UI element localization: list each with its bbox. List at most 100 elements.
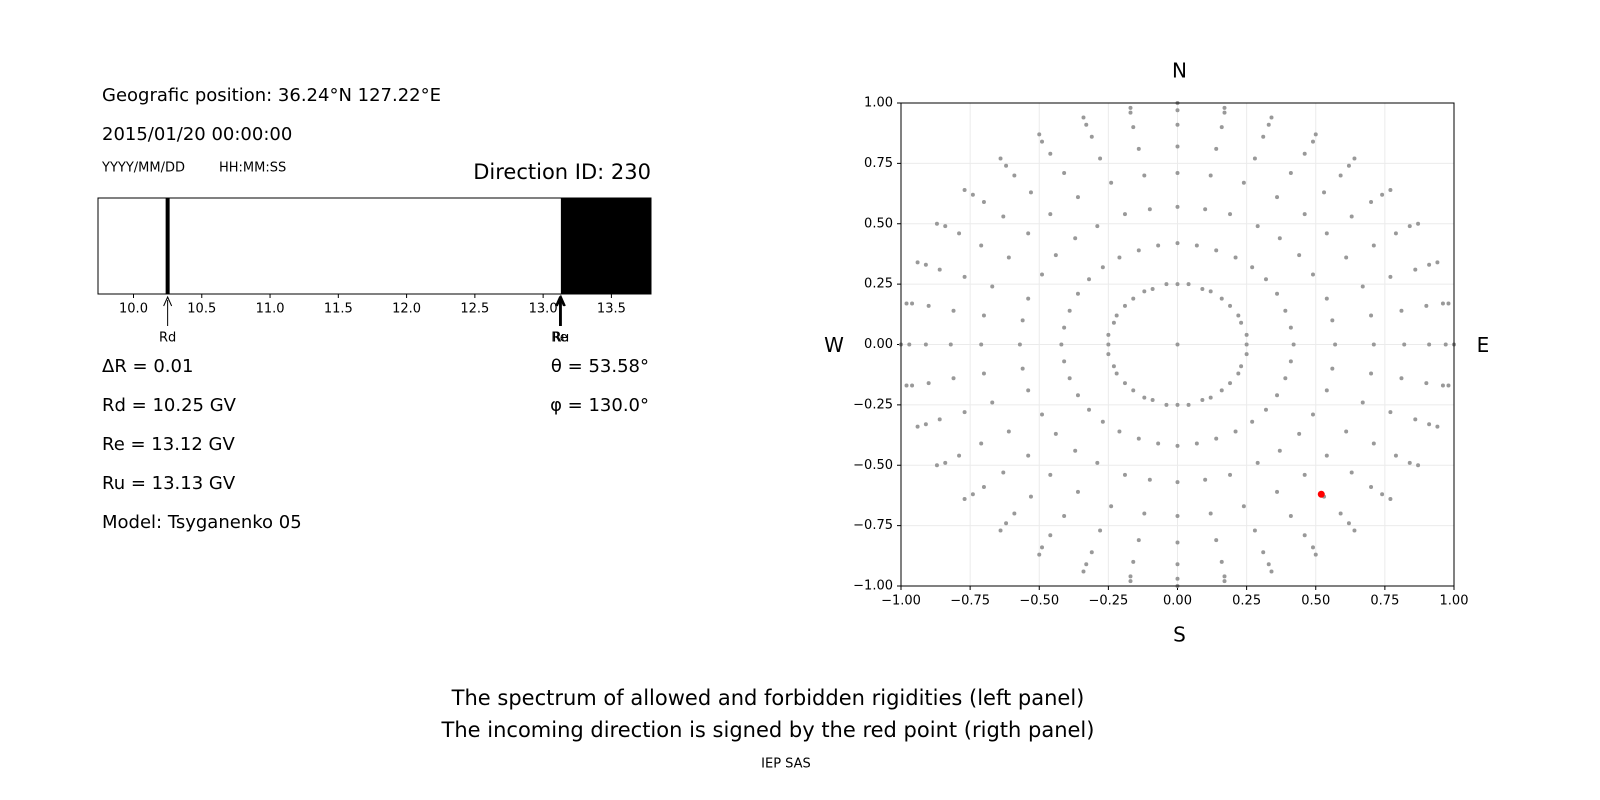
point: [1175, 241, 1180, 246]
point: [1186, 282, 1191, 287]
point: [1028, 190, 1033, 195]
y-tick-label: 0.00: [864, 337, 893, 352]
point: [998, 156, 1003, 161]
point: [1435, 424, 1440, 429]
point: [1214, 538, 1219, 543]
point: [1084, 122, 1089, 127]
point: [1233, 429, 1238, 434]
point: [1310, 545, 1315, 550]
point: [1048, 151, 1053, 156]
x-tick-label: −1.00: [881, 594, 921, 609]
point: [1338, 511, 1343, 516]
point: [923, 342, 928, 347]
x-tick-label: −0.50: [1019, 594, 1059, 609]
point: [1175, 108, 1180, 113]
point: [1269, 115, 1274, 120]
point: [1344, 255, 1349, 260]
point: [1388, 497, 1393, 502]
point: [1222, 574, 1227, 579]
marker-label: Re: [551, 331, 567, 346]
point: [1001, 470, 1006, 475]
point: [1175, 480, 1180, 485]
point: [1020, 366, 1025, 371]
point: [1175, 513, 1180, 518]
point: [1142, 289, 1147, 294]
x-tick-label: 12.0: [392, 302, 421, 317]
compass-label: N: [1172, 59, 1187, 83]
point: [1275, 195, 1280, 200]
point: [1288, 325, 1293, 330]
point: [1214, 146, 1219, 151]
point: [1222, 105, 1227, 110]
point: [1349, 470, 1354, 475]
point: [1067, 308, 1072, 313]
point: [1399, 376, 1404, 381]
point: [981, 484, 986, 489]
point: [1346, 163, 1351, 168]
point: [1098, 156, 1103, 161]
point: [907, 342, 912, 347]
point: [1250, 265, 1255, 270]
x-tick-label: 10.5: [187, 302, 216, 317]
spectrum-box: [97, 197, 652, 295]
point: [1164, 282, 1169, 287]
point: [937, 267, 942, 272]
point: [1241, 180, 1246, 185]
point: [1360, 400, 1365, 405]
x-tick-label: 0.50: [1301, 594, 1330, 609]
point: [1114, 313, 1119, 318]
point: [910, 383, 915, 388]
point: [1275, 489, 1280, 494]
point: [1283, 308, 1288, 313]
point: [1369, 484, 1374, 489]
direction-id: Direction ID: 230: [473, 160, 651, 184]
point: [1275, 393, 1280, 398]
point: [990, 400, 995, 405]
point: [934, 463, 939, 468]
point: [1004, 163, 1009, 168]
point: [1352, 528, 1357, 533]
y-tick-label: 0.25: [864, 277, 893, 292]
point: [1175, 171, 1180, 176]
point: [1399, 308, 1404, 313]
point: [1156, 441, 1161, 446]
point: [904, 301, 909, 306]
x-tick-label: 0.25: [1232, 594, 1261, 609]
point: [1228, 381, 1233, 386]
point: [1344, 429, 1349, 434]
point: [923, 422, 928, 427]
point: [1186, 402, 1191, 407]
point: [1194, 441, 1199, 446]
point: [1324, 296, 1329, 301]
point: [1277, 236, 1282, 241]
point: [1122, 381, 1127, 386]
point: [1122, 472, 1127, 477]
point: [1075, 393, 1080, 398]
point: [962, 410, 967, 415]
point: [1150, 398, 1155, 403]
point: [951, 308, 956, 313]
point: [1346, 521, 1351, 526]
point: [1380, 492, 1385, 497]
point: [926, 381, 931, 386]
compass-label: E: [1477, 333, 1490, 357]
footer: IEP SAS: [761, 757, 811, 772]
point: [1095, 460, 1100, 465]
point: [1255, 224, 1260, 229]
point: [1244, 332, 1249, 337]
delta-r: ΔR = 0.01: [102, 356, 193, 377]
point: [1440, 383, 1445, 388]
point: [1302, 472, 1307, 477]
point: [1147, 207, 1152, 212]
point: [1075, 291, 1080, 296]
point: [1250, 419, 1255, 424]
point: [1236, 313, 1241, 318]
point: [1236, 371, 1241, 376]
point: [1219, 388, 1224, 393]
point: [1175, 540, 1180, 545]
point: [1440, 301, 1445, 306]
point: [1037, 552, 1042, 557]
point: [1040, 139, 1045, 144]
point: [1175, 342, 1180, 347]
point: [1164, 402, 1169, 407]
